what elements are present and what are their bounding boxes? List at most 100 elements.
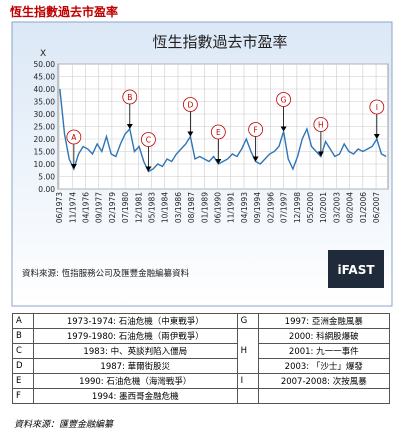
x-tick-label: 11/1974 — [68, 192, 77, 223]
events-table: A 1973-1974: 石油危機（中東戰爭） G 1997: 亞洲金融風暴 B 1979… — [12, 313, 391, 404]
y-tick-label: 50.00 — [34, 60, 56, 69]
logo: iFAST — [337, 263, 375, 277]
y-tick-label: 0.00 — [38, 185, 55, 194]
table-cell: 1997: 亞洲金融風暴 — [257, 313, 391, 329]
x-tick-label: 01/1989 — [200, 192, 209, 223]
table-cell: 2001: 九一一事件 — [257, 343, 391, 359]
table-cell: 1987: 華爾街股災 — [33, 358, 238, 374]
table-row: E 1990: 石油危機（海灣戰爭） I 2007-2008: 次按風暴 — [12, 373, 391, 389]
x-tick-label: 06/1973 — [55, 192, 64, 223]
annotation-arrowhead — [373, 134, 380, 139]
annotation-circle — [276, 92, 291, 107]
table-cell: A — [12, 313, 34, 329]
x-tick-label: 02/1996 — [266, 192, 275, 223]
table-cell: C — [12, 343, 34, 359]
y-tick-label: 25.00 — [34, 123, 56, 132]
x-tick-label: 10/2001 — [319, 192, 328, 223]
annotation-label: E — [216, 128, 221, 137]
chart-title: 恆生指數過去市盈率 — [152, 33, 287, 51]
x-tick-label: 06/1990 — [214, 192, 223, 223]
table-cell: D — [12, 358, 34, 374]
annotation-circle — [66, 129, 82, 145]
table-row: D 1987: 華爾街股災 2003: 「沙士」爆發 — [12, 358, 391, 374]
x-tick-label: 07/1997 — [280, 192, 289, 223]
y-tick-label: 15.00 — [34, 148, 56, 157]
table-cell: B — [12, 328, 34, 344]
annotation-circle — [122, 89, 138, 105]
chart: 恆生指數過去市盈率 X 資料來源: 恆指服務公司及匯豐金融編纂資料 iFAST … — [11, 21, 393, 307]
annotation-circle — [182, 97, 198, 112]
annotation-label: H — [318, 121, 324, 130]
x-tick-label: 10/1984 — [161, 192, 170, 223]
logo-box — [328, 250, 384, 288]
table-cell: 1983: 中、英談判陷入僵局 — [33, 343, 238, 359]
y-tick-label: 30.00 — [34, 110, 56, 119]
y-axis-label: X — [40, 49, 46, 59]
annotation-circle — [248, 122, 264, 137]
footer-note: 資料來源：匯豐金融編纂 — [14, 420, 114, 430]
annotation-arrowhead — [215, 159, 222, 164]
x-tick-label: 07/1980 — [121, 192, 130, 223]
table-cell: I — [236, 373, 259, 389]
table-row: F 1994: 墨西哥金融危機 — [12, 388, 391, 404]
y-tick-label: 40.00 — [34, 85, 56, 94]
page-title: 恆生指數過去市盈率 — [10, 5, 119, 19]
x-tick-label: 06/2007 — [372, 192, 381, 223]
source-note: 資料來源: 恆指服務公司及匯豐金融編纂資料 — [22, 268, 190, 279]
annotation-circle — [369, 99, 385, 115]
x-tick-label: 05/1983 — [148, 192, 157, 223]
x-tick-label: 03/2003 — [332, 192, 341, 223]
table-cell — [257, 388, 391, 404]
y-tick-label: 10.00 — [34, 160, 56, 169]
annotation-label: B — [127, 93, 132, 102]
annotation-arrowhead — [280, 126, 287, 132]
annotation-label: I — [376, 103, 378, 112]
annotation-label: A — [71, 133, 77, 142]
table-cell: 2000: 科網股爆破 — [257, 328, 391, 344]
x-tick-label: 12/1998 — [293, 192, 302, 223]
annotation-circle — [313, 117, 329, 132]
table-cell: G — [236, 313, 259, 329]
annotation-arrowhead — [252, 156, 259, 162]
table-cell: 1994: 墨西哥金融危機 — [33, 388, 238, 404]
x-tick-label: 02/1979 — [108, 192, 117, 223]
table-row: B 1979-1980: 石油危機（兩伊戰爭） H 2000: 科網股爆破 — [12, 328, 391, 374]
x-tick-label: 05/2000 — [306, 192, 315, 223]
annotation-label: G — [281, 96, 287, 105]
x-tick-label: 09/1977 — [95, 192, 104, 223]
annotation-label: F — [253, 126, 257, 135]
x-tick-label: 08/1987 — [187, 192, 196, 223]
y-tick-label: 35.00 — [34, 98, 56, 107]
annotation-arrowhead — [145, 166, 152, 172]
x-tick-label: 01/2006 — [359, 192, 368, 223]
table-cell: 2003: 「沙士」爆發 — [257, 358, 391, 374]
x-tick-label: 08/2004 — [346, 192, 355, 223]
x-tick-label: 04/1976 — [82, 192, 91, 223]
y-tick-label: 5.00 — [38, 173, 55, 182]
annotation-label: D — [187, 101, 193, 110]
y-tick-label: 45.00 — [34, 73, 56, 82]
table-cell — [236, 388, 259, 404]
table-row: C 1983: 中、英談判陷入僵局 2001: 九一一事件 — [12, 343, 391, 359]
x-tick-label: 04/1993 — [240, 192, 249, 223]
table-cell: 1979-1980: 石油危機（兩伊戰爭） — [33, 328, 238, 344]
table-cell: F — [12, 388, 34, 404]
x-tick-label: 03/1986 — [174, 192, 183, 223]
table-cell: 2007-2008: 次按風暴 — [257, 373, 391, 389]
table-cell: E — [12, 373, 34, 389]
annotation-label: C — [146, 136, 151, 145]
line — [59, 88, 387, 173]
annotation-circle — [141, 132, 156, 147]
x-tick-label: 12/1981 — [134, 192, 143, 223]
annotation-arrowhead — [187, 131, 194, 137]
annotation-circle — [210, 124, 226, 140]
x-tick-label: 11/1991 — [227, 192, 236, 223]
x-tick-label: 09/1994 — [253, 192, 262, 223]
table-cell: H — [236, 328, 259, 374]
table-cell: 1973-1974: 石油危機（中東戰爭） — [33, 313, 238, 329]
table-cell: 1990: 石油危機（海灣戰爭） — [33, 373, 238, 389]
annotation-arrowhead — [317, 151, 324, 157]
table-row: A 1973-1974: 石油危機（中東戰爭） G 1997: 亞洲金融風暴 — [12, 313, 391, 329]
y-tick-label: 20.00 — [34, 135, 56, 144]
